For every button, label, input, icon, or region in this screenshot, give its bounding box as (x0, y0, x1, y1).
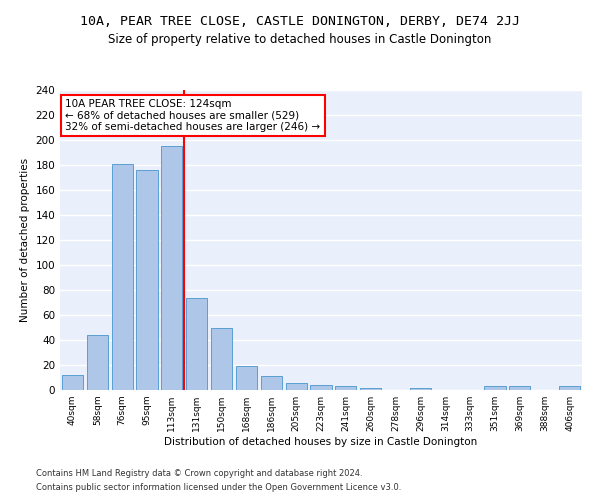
Bar (161, 146, 182, 390)
Bar (310, 385, 332, 390)
Bar (559, 386, 580, 390)
Text: Contains public sector information licensed under the Open Government Licence v3: Contains public sector information licen… (36, 484, 401, 492)
Bar (509, 386, 530, 390)
Bar (261, 376, 282, 390)
Text: Size of property relative to detached houses in Castle Donington: Size of property relative to detached ho… (109, 32, 491, 46)
Bar (186, 298, 207, 390)
Bar (410, 388, 431, 390)
Y-axis label: Number of detached properties: Number of detached properties (20, 158, 30, 322)
Text: 10A, PEAR TREE CLOSE, CASTLE DONINGTON, DERBY, DE74 2JJ: 10A, PEAR TREE CLOSE, CASTLE DONINGTON, … (80, 15, 520, 28)
Bar (87, 335, 108, 390)
Bar (286, 382, 307, 390)
X-axis label: Distribution of detached houses by size in Castle Donington: Distribution of detached houses by size … (164, 437, 478, 447)
Bar (236, 366, 257, 390)
Bar (211, 328, 232, 390)
Text: Contains HM Land Registry data © Crown copyright and database right 2024.: Contains HM Land Registry data © Crown c… (36, 468, 362, 477)
Bar (335, 386, 356, 390)
Bar (112, 164, 133, 390)
Bar (360, 388, 381, 390)
Bar (484, 386, 506, 390)
Text: 10A PEAR TREE CLOSE: 124sqm
← 68% of detached houses are smaller (529)
32% of se: 10A PEAR TREE CLOSE: 124sqm ← 68% of det… (65, 99, 320, 132)
Bar (62, 375, 83, 390)
Bar (136, 170, 158, 390)
